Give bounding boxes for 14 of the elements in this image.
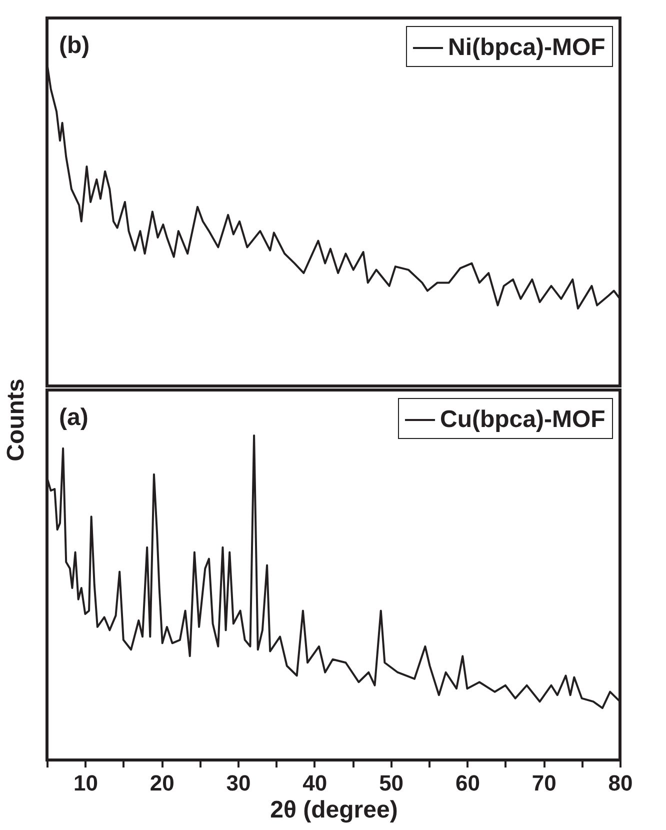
- y-axis-title: Counts: [2, 378, 30, 462]
- legend-label: Cu(bpca)-MOF: [440, 406, 606, 433]
- x-tick-label: 40: [302, 770, 328, 796]
- x-tick-label: 60: [455, 770, 480, 796]
- x-tick-label: 20: [150, 770, 174, 796]
- x-axis-title: 2θ (degree): [270, 796, 398, 824]
- x-tick-label: 10: [73, 770, 98, 796]
- x-tick-label: 80: [608, 770, 633, 796]
- legend-label: Ni(bpca)-MOF: [448, 34, 606, 61]
- text: (a): [59, 404, 88, 431]
- x-tick-label: 70: [532, 770, 556, 796]
- x-tick-label: 50: [379, 770, 404, 796]
- text: (b): [59, 32, 90, 59]
- x-tick-label: 30: [226, 770, 251, 796]
